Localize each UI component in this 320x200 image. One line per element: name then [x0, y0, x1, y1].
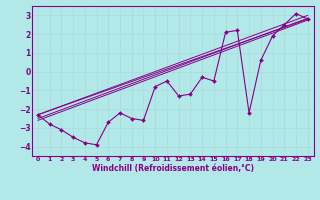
X-axis label: Windchill (Refroidissement éolien,°C): Windchill (Refroidissement éolien,°C): [92, 164, 254, 173]
